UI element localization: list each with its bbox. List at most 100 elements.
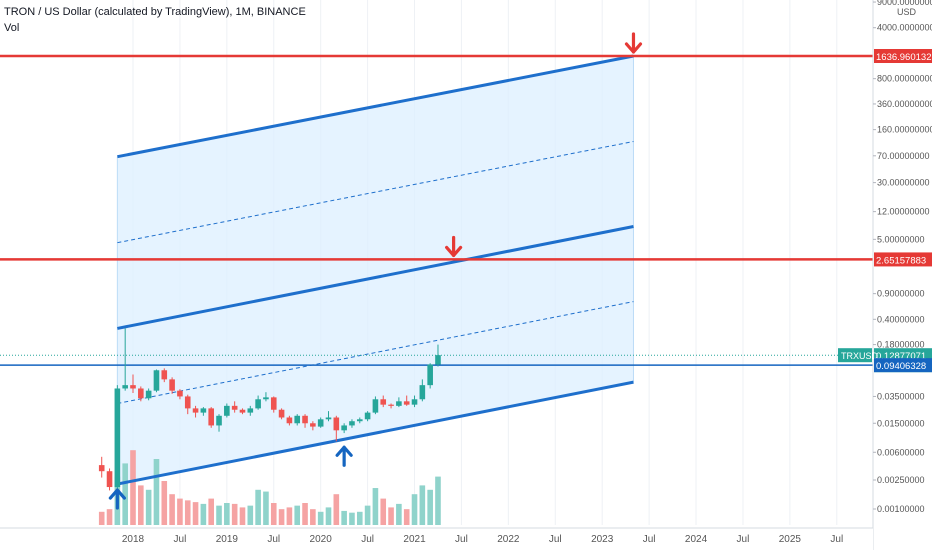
time-tick-label: Jul [361,534,374,545]
time-tick-label: 2024 [685,534,708,545]
time-tick-label: Jul [455,534,468,545]
volume-bar [200,503,207,525]
volume-bar [106,509,113,525]
candle-body [349,421,355,426]
volume-bar [356,511,363,525]
candle-body [98,465,105,472]
candle-body [177,390,183,397]
symbol-title: TRON / US Dollar (calculated by TradingV… [4,6,306,18]
price-axis-unit: USD [897,7,917,17]
candle-body [224,405,230,416]
time-tick-label: Jul [549,534,562,545]
volume-bar [372,488,379,525]
time-tick-label: Jul [830,534,843,545]
candle-body [403,401,410,405]
candle-body [184,396,191,409]
candle-body [325,417,332,420]
volume-bar [130,450,136,525]
volume-bar [341,510,347,525]
volume-bar [255,489,261,525]
candle-body [302,415,308,424]
candle-body [239,409,246,413]
price-tick-label: 0.01500000 [877,418,925,428]
time-tick-label: Jul [643,534,656,545]
volume-bar [231,503,238,525]
volume-bar [208,498,214,525]
price-tick-label: 0.00100000 [877,504,925,514]
candle-body [294,415,301,424]
down-arrow-icon [445,235,463,258]
volume-bar [411,494,418,525]
symbol-tag: TRXUSD [841,351,879,361]
candle-body [216,415,222,426]
price-tick-label: 360.00000000 [877,99,932,109]
volume-bar [310,509,316,525]
volume-bar [333,494,340,525]
price-tick-label: 800.00000000 [877,74,932,84]
volume-bar [138,485,144,525]
candle-body [200,408,207,413]
price-tick-label: 0.00600000 [877,447,925,457]
volume-bar [302,503,308,525]
channel-fill [117,56,634,485]
price-tick-label: 0.40000000 [877,314,925,324]
candle-body [138,388,144,399]
volume-bar [294,505,301,525]
candle-body [333,417,340,431]
level-price-label: 2.65157883 [876,255,926,266]
down-arrow-icon [624,32,643,54]
volume-bar [427,489,433,525]
volume-bar [317,511,324,525]
volume-bar [161,481,168,525]
candle-body [286,417,293,424]
candle-body [255,399,261,409]
volume-bar [419,485,426,525]
volume-bar [177,498,183,525]
candle-body [427,364,433,386]
candle-body [364,412,371,420]
price-tick-label: 0.90000000 [877,289,925,299]
candle-body [317,419,324,427]
candle-body [356,419,363,422]
level-price-label: 1636.96013253 [876,52,932,63]
volume-bar [216,505,222,525]
volume-bar [435,476,441,525]
candle-body [411,399,418,405]
candle-body [435,355,441,365]
volume-bar [325,507,332,525]
candle-body [208,408,214,426]
candle-body [106,471,113,488]
volume-bar [122,463,128,525]
price-tick-label: 30.00000000 [877,178,930,188]
candle-body [161,370,168,380]
candle-body [278,409,285,418]
volume-bar [396,503,402,525]
time-tick-label: 2023 [591,534,614,545]
price-tick-label: 4000.00000000 [877,23,932,33]
candle-body [247,408,254,413]
volume-bar [145,489,152,525]
time-tick-label: 2019 [216,534,239,545]
volume-bar [270,503,277,525]
volume-bar [224,503,230,525]
time-tick-label: 2022 [497,534,520,545]
channel-lower-line [117,380,634,486]
candle-body [153,370,160,391]
up-arrow-icon [335,445,353,467]
volume-bar [403,509,410,525]
volume-indicator-label[interactable]: Vol [4,22,20,34]
level-price-label-bg [874,48,932,63]
candle-body [388,404,394,406]
candle-body [192,408,199,413]
volume-bar [247,505,254,525]
volume-bar [286,507,293,525]
price-tick-label: 12.00000000 [877,207,930,217]
price-axis-bg [873,0,932,550]
candle-body [372,399,379,413]
volume-bar [153,459,160,525]
volume-bar [169,494,175,525]
time-tick-label: Jul [267,534,280,545]
support-price-label: 0.09406328 [876,361,926,372]
